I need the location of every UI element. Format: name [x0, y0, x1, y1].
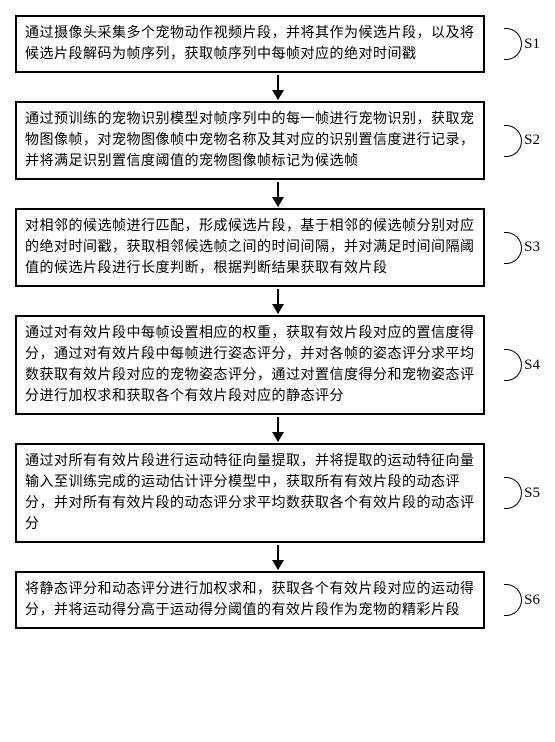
step-s2-label-wrap: S2	[504, 125, 540, 157]
step-s5-label: S5	[524, 485, 540, 502]
curve-icon	[504, 28, 522, 60]
step-s5-text: 通过对所有有效片段进行运动特征向量提取，并将提取的运动特征向量输入至训练完成的运…	[25, 454, 475, 532]
step-s3-container: 对相邻的候选帧进行匹配，形成候选片段，基于相邻的候选帧分别对应的绝对时间戳，获取…	[15, 208, 540, 287]
arrow-1	[277, 75, 279, 99]
arrow-3	[277, 289, 279, 313]
step-s4-box: 通过对有效片段中每帧设置相应的权重，获取有效片段对应的置信度得分，通过对有效片段…	[15, 315, 485, 415]
curve-icon	[504, 477, 522, 509]
step-s4-label-wrap: S4	[504, 349, 540, 381]
step-s3-label-wrap: S3	[504, 232, 540, 264]
step-s1-label: S1	[524, 36, 540, 53]
step-s1-container: 通过摄像头采集多个宠物动作视频片段，并将其作为候选片段，以及将候选片段解码为帧序…	[15, 15, 540, 73]
curve-icon	[504, 584, 522, 616]
arrow-5	[277, 545, 279, 569]
curve-icon	[504, 232, 522, 264]
step-s6-box: 将静态评分和动态评分进行加权求和，获取各个有效片段对应的运动得分，并将运动得分高…	[15, 571, 485, 629]
step-s4-text: 通过对有效片段中每帧设置相应的权重，获取有效片段对应的置信度得分，通过对有效片段…	[25, 326, 475, 404]
flowchart-container: 通过摄像头采集多个宠物动作视频片段，并将其作为候选片段，以及将候选片段解码为帧序…	[15, 15, 540, 629]
curve-icon	[504, 349, 522, 381]
step-s5-container: 通过对所有有效片段进行运动特征向量提取，并将提取的运动特征向量输入至训练完成的运…	[15, 443, 540, 543]
arrow-4	[277, 417, 279, 441]
step-s5-label-wrap: S5	[504, 477, 540, 509]
step-s1-box: 通过摄像头采集多个宠物动作视频片段，并将其作为候选片段，以及将候选片段解码为帧序…	[15, 15, 485, 73]
step-s6-container: 将静态评分和动态评分进行加权求和，获取各个有效片段对应的运动得分，并将运动得分高…	[15, 571, 540, 629]
step-s1-text: 通过摄像头采集多个宠物动作视频片段，并将其作为候选片段，以及将候选片段解码为帧序…	[25, 26, 475, 62]
curve-icon	[504, 125, 522, 157]
step-s2-container: 通过预训练的宠物识别模型对帧序列中的每一帧进行宠物识别，获取宠物图像帧，对宠物图…	[15, 101, 540, 180]
step-s6-label: S6	[524, 592, 540, 609]
step-s4-label: S4	[524, 357, 540, 374]
step-s3-box: 对相邻的候选帧进行匹配，形成候选片段，基于相邻的候选帧分别对应的绝对时间戳，获取…	[15, 208, 485, 287]
step-s3-text: 对相邻的候选帧进行匹配，形成候选片段，基于相邻的候选帧分别对应的绝对时间戳，获取…	[25, 219, 475, 276]
step-s5-box: 通过对所有有效片段进行运动特征向量提取，并将提取的运动特征向量输入至训练完成的运…	[15, 443, 485, 543]
step-s2-box: 通过预训练的宠物识别模型对帧序列中的每一帧进行宠物识别，获取宠物图像帧，对宠物图…	[15, 101, 485, 180]
step-s1-label-wrap: S1	[504, 28, 540, 60]
step-s4-container: 通过对有效片段中每帧设置相应的权重，获取有效片段对应的置信度得分，通过对有效片段…	[15, 315, 540, 415]
step-s3-label: S3	[524, 239, 540, 256]
step-s6-text: 将静态评分和动态评分进行加权求和，获取各个有效片段对应的运动得分，并将运动得分高…	[25, 582, 475, 618]
step-s2-text: 通过预训练的宠物识别模型对帧序列中的每一帧进行宠物识别，获取宠物图像帧，对宠物图…	[25, 112, 475, 169]
arrow-2	[277, 182, 279, 206]
step-s6-label-wrap: S6	[504, 584, 540, 616]
step-s2-label: S2	[524, 132, 540, 149]
